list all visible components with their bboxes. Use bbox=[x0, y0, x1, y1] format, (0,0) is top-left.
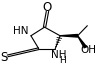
Text: O: O bbox=[43, 1, 52, 14]
Text: S: S bbox=[0, 51, 8, 64]
Polygon shape bbox=[78, 36, 87, 48]
Text: HN: HN bbox=[13, 26, 29, 36]
Text: H: H bbox=[59, 56, 65, 65]
Text: OH: OH bbox=[80, 45, 96, 55]
Polygon shape bbox=[60, 35, 78, 37]
Text: NH: NH bbox=[51, 50, 67, 60]
